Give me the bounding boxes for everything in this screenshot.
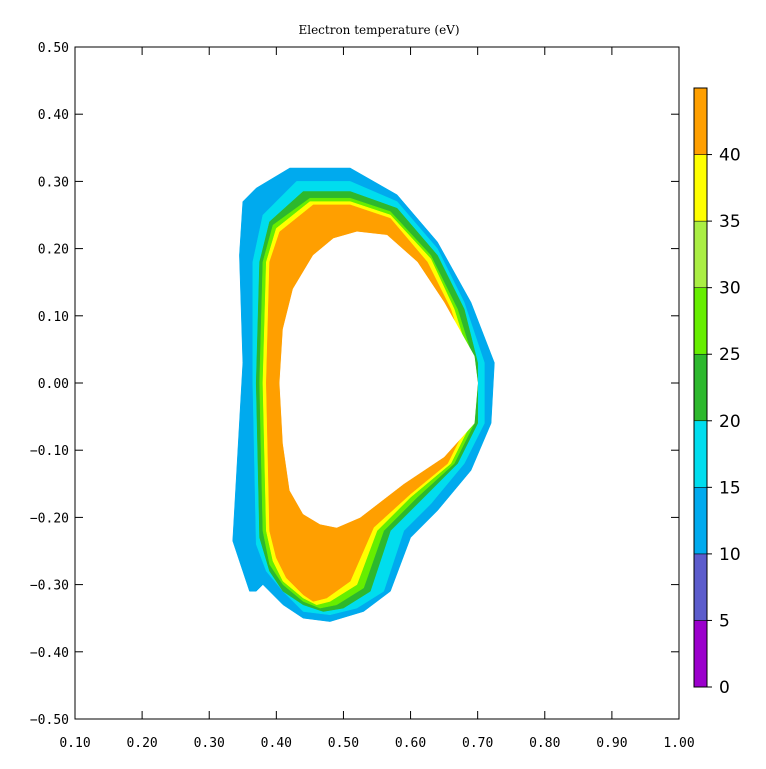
- colorbar-label: 30: [719, 279, 741, 299]
- colorbar-segment: [693, 353, 708, 422]
- colorbar: 0 5 10 15 20 25 30 35 40: [693, 87, 741, 698]
- y-tick-label: 0.50: [38, 41, 69, 56]
- x-tick-label: 0.50: [328, 736, 359, 751]
- x-tick-label: 0.20: [126, 736, 157, 751]
- x-tick-label: 0.10: [59, 736, 90, 751]
- y-tick-label: −0.40: [30, 646, 69, 661]
- y-tick-label: −0.10: [30, 444, 69, 459]
- colorbar-segment: [693, 620, 708, 688]
- x-tick-label: 1.00: [663, 736, 694, 751]
- colorbar-label: 10: [719, 545, 741, 565]
- x-axis: 0.10 0.20 0.30 0.40 0.50 0.60 0.70 0.80 0.90 1.00: [59, 47, 695, 751]
- colorbar-frame: [693, 87, 708, 688]
- colorbar-label: 15: [719, 478, 741, 498]
- colorbar-segment: [693, 487, 708, 555]
- colorbar-label: 40: [719, 146, 741, 166]
- colorbar-segment: [693, 287, 708, 355]
- x-tick-label: 0.30: [194, 736, 225, 751]
- y-tick-label: 0.10: [38, 310, 69, 325]
- y-tick-label: 0.40: [38, 108, 69, 123]
- colorbar-label: 0: [719, 678, 730, 698]
- contour-regions: [232, 167, 495, 622]
- x-tick-label: 0.60: [395, 736, 426, 751]
- x-tick-label: 0.80: [529, 736, 560, 751]
- y-tick-label: −0.20: [30, 511, 69, 526]
- y-tick-label: 0.30: [38, 175, 69, 190]
- y-axis: 0.50 0.40 0.30 0.20 0.10 0.00 −0.10 −0.20 −0.30 −…: [30, 41, 679, 728]
- x-tick-label: 0.70: [462, 736, 493, 751]
- colorbar-segment: [693, 87, 708, 155]
- colorbar-label: 25: [719, 345, 741, 365]
- colorbar-label: 5: [719, 611, 730, 631]
- x-tick-label: 0.40: [261, 736, 292, 751]
- x-tick-label: 0.90: [596, 736, 627, 751]
- colorbar-segment: [693, 553, 708, 621]
- colorbar-segment: [693, 220, 708, 288]
- y-tick-label: 0.00: [38, 377, 69, 392]
- y-tick-label: 0.20: [38, 243, 69, 258]
- colorbar-segment: [693, 420, 708, 488]
- region-6: [279, 231, 478, 528]
- y-tick-label: −0.50: [30, 713, 69, 728]
- colorbar-label: 20: [719, 412, 741, 432]
- y-tick-label: −0.30: [30, 579, 69, 594]
- chart-title: Electron temperature (eV): [298, 23, 459, 37]
- colorbar-segment: [693, 154, 708, 222]
- colorbar-label: 35: [719, 212, 741, 232]
